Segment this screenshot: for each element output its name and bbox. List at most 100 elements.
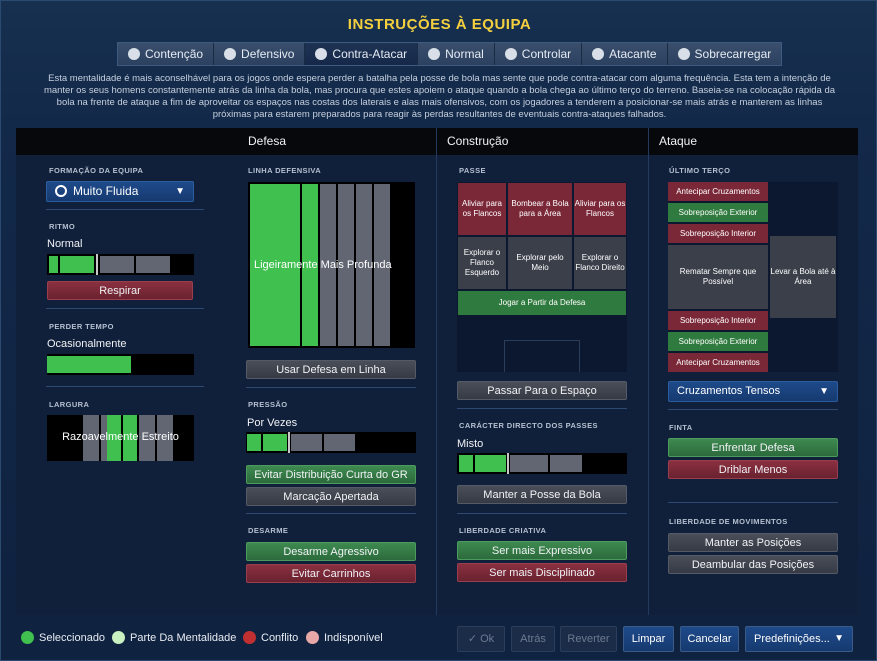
usar-defesa-em-linha-button[interactable]: Usar Defesa em Linha (246, 360, 416, 379)
cell-jogar-partir-defesa[interactable]: Jogar a Partir da Defesa (458, 291, 626, 315)
shield-heart-icon (128, 48, 140, 60)
slider-marker[interactable] (96, 254, 98, 275)
tab-contra-atacar[interactable]: Contra-Atacar (305, 43, 419, 65)
column-head-spacer (219, 128, 238, 155)
ritmo-slider[interactable] (47, 254, 194, 275)
cell-sobreposicao-interior-bottom[interactable]: Sobreposição Interior (668, 311, 768, 330)
legend-dot (112, 631, 125, 644)
passar-para-espaco-button[interactable]: Passar Para o Espaço (457, 381, 627, 400)
ok-label: Ok (480, 633, 495, 645)
slider-segment (83, 415, 99, 461)
legend-dot (306, 631, 319, 644)
divider (246, 387, 416, 388)
formacao-label: FORMAÇÃO DA EQUIPA (49, 166, 144, 175)
driblar-menos-button[interactable]: Driblar Menos (668, 460, 838, 479)
cell-sobreposicao-exterior-top[interactable]: Sobreposição Exterior (668, 203, 768, 222)
tab-atacante[interactable]: Atacante (582, 43, 668, 65)
slider-fill (475, 455, 506, 472)
pressao-slider[interactable] (246, 432, 416, 453)
legend-label: Conflito (261, 631, 299, 644)
manter-posicoes-button[interactable]: Manter as Posições (668, 533, 838, 552)
cancelar-button[interactable]: Cancelar (680, 626, 739, 652)
cell-explorar-flanco-esquerdo[interactable]: Explorar o Flanco Esquerdo (458, 237, 506, 289)
slider-segment (157, 415, 173, 461)
column-head-left (16, 128, 219, 155)
cell-antecipar-cruzamentos-bottom[interactable]: Antecipar Cruzamentos (668, 353, 768, 372)
instructions-panel: Defesa Construção Ataque FORMAÇÃO DA EQU… (16, 128, 858, 615)
final-third-pitch: Antecipar Cruzamentos Sobreposição Exter… (668, 182, 838, 372)
ok-button[interactable]: ✓ Ok (457, 626, 505, 652)
legend-dot (21, 631, 34, 644)
attack-icon (592, 48, 605, 60)
ser-mais-disciplinado-button[interactable]: Ser mais Disciplinado (457, 563, 627, 582)
cell-aliviar-flancos-left[interactable]: Aliviar para os Flancos (458, 183, 506, 235)
legend-conflito: Conflito (243, 631, 298, 644)
cell-aliviar-flancos-right[interactable]: Aliviar para os Flancos (574, 183, 626, 235)
ser-mais-expressivo-button[interactable]: Ser mais Expressivo (457, 541, 627, 560)
ultimo-terco-label: ÚLTIMO TERÇO (669, 166, 731, 175)
formation-dropdown[interactable]: Muito Fluida ▼ (46, 181, 194, 202)
slider-segment (60, 256, 94, 273)
marcacao-apertada-button[interactable]: Marcação Apertada (246, 487, 416, 506)
slider-fill (250, 184, 300, 346)
tab-label: Contra-Atacar (332, 47, 408, 61)
desarme-label: DESARME (248, 526, 289, 535)
directo-slider[interactable] (457, 453, 627, 474)
divider (46, 308, 204, 309)
predefinicoes-dropdown[interactable]: Predefinições... ▼ (745, 626, 853, 652)
tab-label: Atacante (609, 47, 657, 61)
perder-tempo-slider[interactable] (47, 354, 194, 375)
formation-value: Muito Fluida (73, 184, 139, 198)
largura-slider[interactable]: Razoavelmente Estreito (47, 415, 194, 461)
cell-antecipar-cruzamentos-top[interactable]: Antecipar Cruzamentos (668, 182, 768, 201)
cell-bombear-area[interactable]: Bombear a Bola para a Área (508, 183, 572, 235)
legend-label: Indisponível (324, 631, 383, 644)
manter-posse-button[interactable]: Manter a Posse da Bola (457, 485, 627, 504)
chevron-down-icon: ▼ (834, 633, 844, 644)
column-divider (648, 155, 649, 615)
slider-marker[interactable] (507, 453, 509, 474)
cell-explorar-flanco-direito[interactable]: Explorar o Flanco Direito (574, 237, 626, 289)
column-head-ataque: Ataque (648, 128, 858, 155)
largura-value: Razoavelmente Estreito (62, 431, 179, 443)
tab-label: Defensivo (241, 47, 295, 61)
tab-normal[interactable]: Normal (418, 43, 495, 65)
column-divider (436, 155, 437, 615)
counter-icon (315, 48, 328, 60)
tab-contencao[interactable]: Contenção (118, 43, 215, 65)
predefinicoes-label: Predefinições... (754, 633, 830, 645)
respirar-button[interactable]: Respirar (47, 281, 193, 300)
cell-sobreposicao-interior-top[interactable]: Sobreposição Interior (668, 224, 768, 243)
reverter-button[interactable]: Reverter (560, 626, 617, 652)
cell-levar-bola-area[interactable]: Levar a Bola até à Área (770, 236, 836, 318)
slider-segment (338, 184, 354, 346)
cruzamentos-dropdown[interactable]: Cruzamentos Tensos ▼ (668, 381, 838, 402)
linha-defensiva-slider[interactable]: Ligeiramente Mais Profunda (248, 182, 415, 348)
cell-rematar-sempre[interactable]: Rematar Sempre que Possível (668, 245, 768, 309)
atras-button[interactable]: Atrás (511, 626, 555, 652)
column-head-construcao: Construção (436, 128, 648, 155)
enfrentar-defesa-button[interactable]: Enfrentar Defesa (668, 438, 838, 457)
ball-icon (428, 48, 441, 60)
mentality-description: Esta mentalidade é mais aconselhável par… (43, 73, 836, 120)
evitar-carrinhos-button[interactable]: Evitar Carrinhos (246, 564, 416, 583)
tab-sobrecarregar[interactable]: Sobrecarregar (667, 43, 782, 65)
legend-seleccionado: Seleccionado (21, 631, 105, 644)
slider-marker[interactable] (288, 432, 290, 453)
evitar-distribuicao-gr-button[interactable]: Evitar Distribuição Curta do GR (246, 465, 416, 484)
slider-segment (139, 415, 155, 461)
chevron-down-icon: ▼ (819, 386, 829, 397)
divider (668, 409, 838, 410)
slider-fill (459, 455, 473, 472)
limpar-button[interactable]: Limpar (623, 626, 674, 652)
tab-controlar[interactable]: Controlar (494, 43, 583, 65)
desarme-agressivo-button[interactable]: Desarme Agressivo (246, 542, 416, 561)
legend-parte-mentalidade: Parte Da Mentalidade (112, 631, 236, 644)
cell-sobreposicao-exterior-bottom[interactable]: Sobreposição Exterior (668, 332, 768, 351)
tab-defensivo[interactable]: Defensivo (214, 43, 306, 65)
legend-label: Seleccionado (39, 631, 106, 644)
cell-explorar-meio[interactable]: Explorar pelo Meio (508, 237, 572, 289)
deambular-posicoes-button[interactable]: Deambular das Posições (668, 555, 838, 574)
slider-segment (550, 455, 582, 472)
